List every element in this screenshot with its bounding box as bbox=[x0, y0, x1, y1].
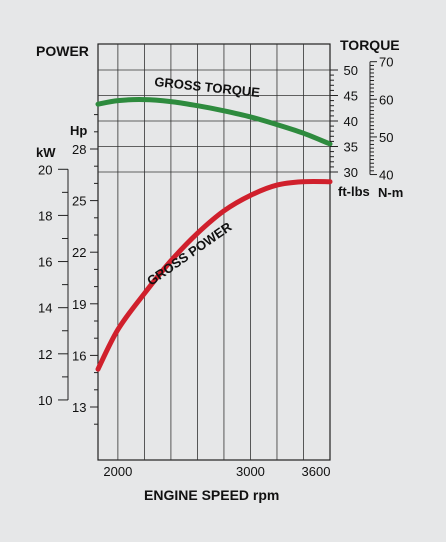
ftlbs-tick-label: 30 bbox=[344, 165, 358, 180]
kw-unit-label: kW bbox=[36, 145, 56, 160]
gross-torque-curve bbox=[95, 97, 333, 147]
nm-tick-label: 70 bbox=[379, 55, 393, 70]
nm-tick-label: 40 bbox=[379, 168, 393, 183]
x-tick-label: 3000 bbox=[236, 464, 265, 479]
plot-grid bbox=[97, 43, 331, 461]
nm-unit-label: N-m bbox=[378, 185, 403, 200]
ftlbs-tick-label: 35 bbox=[344, 140, 358, 155]
hp-tick-label: 13 bbox=[72, 400, 86, 415]
x-tick-label: 3600 bbox=[302, 464, 331, 479]
torque-axis-title: TORQUE bbox=[340, 37, 400, 53]
hp-tick-label: 28 bbox=[72, 142, 86, 157]
hp-tick-label: 25 bbox=[72, 194, 86, 209]
kw-tick-label: 12 bbox=[38, 347, 52, 362]
nm-tick-label: 60 bbox=[379, 92, 393, 107]
x-tick-label: 2000 bbox=[103, 464, 132, 479]
ftlbs-tick-label: 45 bbox=[344, 89, 358, 104]
kw-tick-label: 20 bbox=[38, 162, 52, 177]
hp-tick-label: 19 bbox=[72, 297, 86, 312]
hp-tick-label: 16 bbox=[72, 348, 86, 363]
ftlbs-unit-label: ft-lbs bbox=[338, 184, 370, 199]
hp-unit-label: Hp bbox=[70, 123, 87, 138]
kw-tick-label: 14 bbox=[38, 301, 52, 316]
kw-tick-label: 10 bbox=[38, 393, 52, 408]
nm-tick-label: 50 bbox=[379, 130, 393, 145]
kw-tick-label: 18 bbox=[38, 208, 52, 223]
plot-frame bbox=[97, 43, 331, 461]
ftlbs-tick-label: 40 bbox=[344, 114, 358, 129]
power-axis-title: POWER bbox=[36, 43, 89, 59]
ftlbs-tick-label: 50 bbox=[344, 63, 358, 78]
gross-power-curve bbox=[95, 178, 333, 372]
hp-tick-label: 22 bbox=[72, 245, 86, 260]
kw-tick-label: 16 bbox=[38, 255, 52, 270]
axis-ticks: 2000 3000 3600 10 12 14 16 18 20 28 25 22 19 16 13 30 35… bbox=[38, 55, 393, 479]
x-axis-label: ENGINE SPEED rpm bbox=[144, 487, 279, 503]
